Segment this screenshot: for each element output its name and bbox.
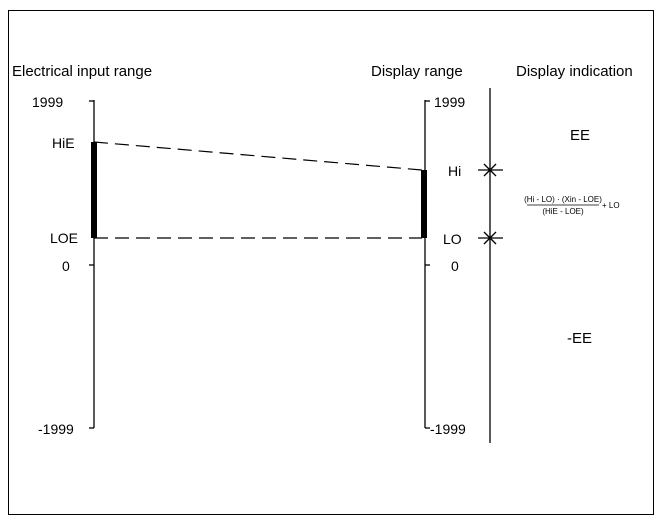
mapping-line-high: [93, 141, 423, 171]
input-range-header: Electrical input range: [12, 63, 152, 80]
input-label-loe: LOE: [50, 230, 78, 246]
input-range-bar: [91, 142, 97, 238]
display-range-header: Display range: [371, 63, 463, 80]
formula-numerator: (Hi - LO) · (Xin - LOE): [524, 195, 602, 204]
diagram-frame: [8, 10, 654, 515]
overrange-indication: EE: [570, 127, 590, 144]
formula-suffix: + LO: [602, 201, 620, 210]
display-range-bar: [421, 170, 427, 238]
input-label-max: 1999: [32, 94, 63, 110]
display-label-min: -1999: [430, 421, 466, 437]
display-indication-header: Display indication: [516, 63, 633, 80]
display-label-zero: 0: [451, 258, 459, 274]
input-label-min: -1999: [38, 421, 74, 437]
lo-marker-cross-b: [483, 231, 497, 245]
display-label-max: 1999: [434, 94, 465, 110]
formula-denominator: (HiE - LOE): [542, 207, 584, 216]
display-label-lo: LO: [443, 231, 462, 247]
input-label-hie: HiE: [52, 135, 75, 151]
underrange-indication: -EE: [567, 330, 592, 347]
display-label-hi: Hi: [448, 163, 461, 179]
input-label-zero: 0: [62, 258, 70, 274]
hi-marker-cross-b: [483, 163, 497, 177]
